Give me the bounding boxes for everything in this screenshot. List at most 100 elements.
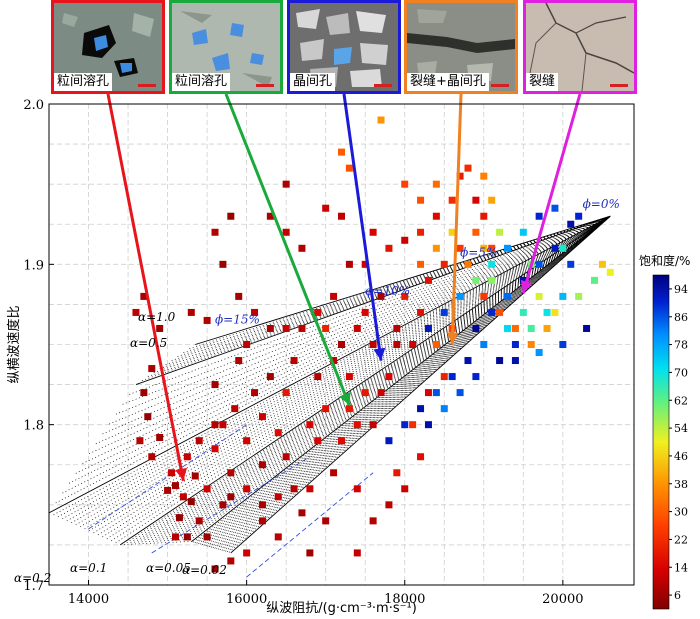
data-point — [456, 172, 464, 180]
data-point — [559, 292, 567, 300]
arrow-line — [342, 93, 383, 361]
data-point — [156, 433, 164, 441]
porosity-hatch — [176, 215, 611, 543]
porosity-hatch — [161, 215, 611, 544]
axes: 14000 16000 18000 20000 1.7 1.8 1.9 2.0 纵波阻抗/(g·… — [6, 98, 635, 616]
data-point — [235, 357, 243, 365]
data-point — [353, 549, 361, 557]
data-point — [298, 509, 306, 517]
data-point — [401, 180, 409, 188]
data-point — [290, 485, 298, 493]
data-point — [144, 413, 152, 421]
porosity-hatch — [219, 215, 611, 551]
data-point — [243, 485, 251, 493]
y-tick-label: 1.8 — [23, 419, 44, 434]
porosity-hatch — [201, 215, 611, 546]
colorbar-tick-label: 62 — [674, 394, 688, 407]
porosity-hatch — [210, 215, 611, 548]
data-point — [314, 308, 322, 316]
data-point — [511, 324, 519, 332]
porosity-hatch — [102, 215, 611, 538]
colorbar-tick-label: 38 — [674, 478, 688, 491]
arrow-line — [521, 93, 582, 294]
data-point — [282, 324, 290, 332]
data-point — [480, 212, 488, 220]
scale-bar-4 — [491, 84, 509, 87]
thumbnail-3: 晶间孔 — [287, 0, 401, 94]
data-point — [496, 308, 504, 316]
porosity-curve — [246, 472, 374, 578]
data-point — [211, 445, 219, 453]
data-point — [156, 324, 164, 332]
data-point — [575, 292, 583, 300]
data-point — [535, 260, 543, 268]
data-point — [551, 308, 559, 316]
porosity-hatch — [62, 215, 611, 520]
data-point — [472, 196, 480, 204]
porosity-hatch — [187, 215, 611, 543]
data-point — [424, 421, 432, 429]
porosity-hatch — [196, 215, 611, 544]
data-point — [322, 324, 330, 332]
porosity-hatch — [115, 215, 611, 544]
data-point — [314, 437, 322, 445]
arrow-head — [446, 332, 459, 345]
porosity-hatch — [183, 215, 611, 353]
thumbnail-2: 粒间溶孔 — [169, 0, 283, 94]
porosity-hatch — [111, 215, 611, 542]
data-point — [480, 244, 488, 252]
data-point — [132, 308, 140, 316]
data-point — [519, 308, 527, 316]
x-axis-label: 纵波阻抗/(g·cm⁻³·m·s⁻¹) — [266, 601, 417, 616]
alpha-line — [195, 215, 611, 345]
data-point — [369, 421, 377, 429]
thumbnail-label-5: 裂缝 — [526, 73, 559, 91]
data-point — [211, 421, 219, 429]
data-point — [385, 501, 393, 509]
data-point — [235, 292, 243, 300]
alpha-label: α=0.2 — [14, 571, 51, 585]
scale-bar-5 — [610, 84, 628, 87]
data-point — [519, 228, 527, 236]
porosity-hatch — [138, 215, 611, 545]
porosity-hatch — [203, 215, 611, 546]
data-point — [559, 244, 567, 252]
porosity-hatch — [228, 215, 611, 553]
data-point — [480, 172, 488, 180]
scale-bar-2 — [256, 84, 274, 87]
data-point — [338, 341, 345, 348]
data-point — [345, 373, 353, 381]
arrow-line — [450, 93, 463, 345]
colorbar-tick-label: 86 — [674, 311, 688, 324]
thumbnail-1: 粒间溶孔 — [51, 0, 165, 94]
data-point — [361, 389, 369, 397]
data-point — [274, 533, 282, 541]
data-point — [168, 469, 176, 477]
data-point — [211, 565, 219, 573]
data-point — [456, 244, 464, 252]
data-point — [432, 180, 440, 188]
data-point — [361, 308, 369, 316]
data-point — [330, 292, 338, 300]
data-point — [243, 549, 251, 557]
data-point — [231, 405, 239, 413]
y-axis-label: 纵横波速度比 — [6, 305, 22, 383]
data-point — [480, 292, 488, 300]
data-point — [164, 486, 172, 494]
data-point — [472, 228, 480, 236]
data-point — [440, 308, 448, 316]
data-point — [195, 517, 203, 525]
data-point — [504, 244, 512, 252]
data-point — [424, 276, 432, 284]
colorbar-tick-label: 70 — [674, 366, 688, 379]
data-point — [448, 373, 456, 381]
data-point — [511, 341, 519, 348]
colorbar-tick-label: 78 — [674, 339, 688, 352]
data-point — [583, 324, 591, 332]
colorbar-tick-label: 22 — [674, 533, 688, 546]
data-point — [330, 469, 338, 477]
data-point — [298, 324, 306, 332]
data-point — [504, 292, 512, 300]
data-point — [345, 405, 353, 413]
colorbar-tick-label: 14 — [674, 561, 688, 574]
